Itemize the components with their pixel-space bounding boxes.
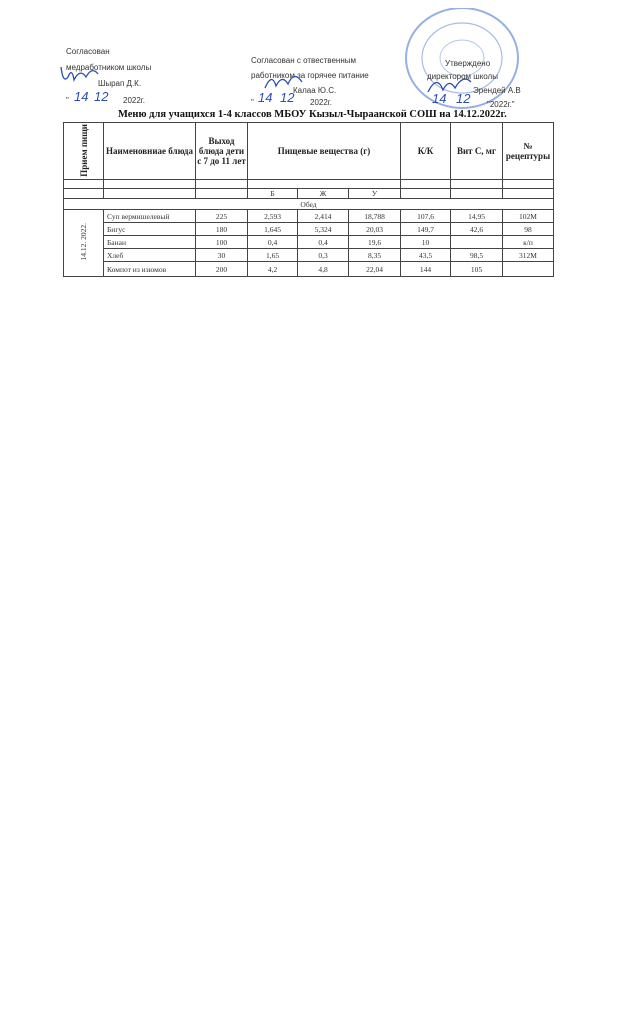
table-row: Компот из изюмов 200 4,2 4,8 22,04 144 105 [64, 261, 554, 277]
cell-out: 180 [195, 222, 248, 236]
signature-left [60, 66, 99, 83]
cell-vitc: 14,95 [450, 209, 503, 223]
cell-u: 22,04 [348, 261, 401, 277]
approval-middle-quote: " [251, 98, 254, 107]
cell-out: 200 [195, 261, 248, 277]
nutrients-row: Б Ж У [63, 188, 554, 199]
cell-kk: 149,7 [400, 222, 451, 236]
approval-right-line1: Утверждено [445, 59, 491, 68]
table-row: Банан 100 0,4 0,4 19,6 10 к/п [64, 235, 554, 249]
cell-out: 30 [195, 248, 248, 262]
spacer-row [63, 179, 554, 189]
menu-title: Меню для учащихся 1-4 классов МБОУ Кызыл… [118, 109, 507, 120]
header-vitc: Вит С, мг [450, 122, 503, 180]
cell-rec: 312М [502, 248, 554, 262]
approval-left-name: Шырап Д.К. [98, 79, 142, 88]
cell-b: 1,65 [247, 248, 298, 262]
approval-right-name: Эрендей А.В [473, 86, 521, 95]
cell-out: 225 [195, 209, 248, 223]
approval-left-day: 14 [74, 89, 89, 104]
cell-zh: 4,8 [297, 261, 349, 277]
signature-middle [264, 75, 303, 89]
cell-vitc: 105 [450, 261, 503, 277]
section-label: Обед [63, 198, 554, 210]
header-kk: К/К [400, 122, 451, 180]
cell-u: 8,35 [348, 248, 401, 262]
cell-b: 0,4 [247, 235, 298, 249]
approval-left-month: 12 [94, 89, 109, 104]
table-row: Бигус 180 1,645 5,324 20,03 149,7 42,6 98 [64, 222, 554, 236]
nutrient-u: У [348, 188, 401, 199]
nutrient-b: Б [247, 188, 298, 199]
approval-right-day: 14 [432, 91, 447, 106]
cell-b: 4,2 [247, 261, 298, 277]
nutrient-zh: Ж [297, 188, 349, 199]
approval-left-line2: медработником школы [66, 63, 152, 72]
cell-b: 2,593 [247, 209, 298, 223]
cell-u: 19,6 [348, 235, 401, 249]
cell-kk: 107,6 [400, 209, 451, 223]
approval-middle-day: 14 [258, 90, 273, 105]
approval-left-year: 2022г. [123, 96, 145, 105]
cell-rec: 98 [502, 222, 554, 236]
cell-zh: 5,324 [297, 222, 349, 236]
cell-name: Банан [103, 235, 196, 249]
approval-middle-line2: работником за горячее питание [251, 71, 369, 80]
menu-table: Прием пищи Наименовниае блюда Выход блюд… [63, 122, 554, 277]
approval-left-quote: " [66, 96, 69, 105]
header-output: Выход блюда дети с 7 до 11 лет [195, 122, 248, 180]
cell-zh: 0,4 [297, 235, 349, 249]
date-cell: 14.12. 2022. [63, 209, 104, 277]
approval-middle-line1: Согласован с отвественным [251, 56, 357, 65]
cell-kk: 43,5 [400, 248, 451, 262]
section-row: Обед [63, 198, 554, 210]
cell-u: 20,03 [348, 222, 401, 236]
cell-name: Хлеб [103, 248, 196, 262]
header-meal: Прием пищи [63, 122, 104, 180]
cell-vitc [450, 235, 503, 249]
cell-zh: 2,414 [297, 209, 349, 223]
header-dish: Наименовниае блюда [103, 122, 196, 180]
cell-zh: 0,3 [297, 248, 349, 262]
cell-rec [502, 261, 554, 277]
school-stamp [405, 8, 519, 109]
cell-vitc: 98,5 [450, 248, 503, 262]
approval-right-year: "2022г." [487, 100, 515, 109]
cell-vitc: 42,6 [450, 222, 503, 236]
header-recipe: № рецептуры [502, 122, 554, 180]
approval-right-month: 12 [456, 91, 471, 106]
header-row: Прием пищи Наименовниае блюда Выход блюд… [63, 122, 554, 180]
table-row: 14.12. 2022. Суп вермишелевый 225 2,593 2,41… [63, 209, 554, 277]
cell-out: 100 [195, 235, 248, 249]
cell-b: 1,645 [247, 222, 298, 236]
approval-right-line2: директором школы [427, 72, 498, 81]
table-row: Хлеб 30 1,65 0,3 8,35 43,5 98,5 312М [64, 248, 554, 262]
cell-u: 18,788 [348, 209, 401, 223]
approval-left-line1: Согласован [66, 47, 110, 56]
cell-rec: 102М [502, 209, 554, 223]
header-nutrients: Пищевые вещества (г) [247, 122, 401, 180]
approval-middle-month: 12 [280, 90, 295, 105]
approval-middle-year: 2022г. [310, 98, 332, 107]
signature-right [427, 78, 472, 93]
cell-kk: 144 [400, 261, 451, 277]
cell-rec: к/п [502, 235, 554, 249]
approval-middle-name: Калаа Ю.С. [293, 86, 337, 95]
cell-kk: 10 [400, 235, 451, 249]
cell-name: Бигус [103, 222, 196, 236]
cell-name: Компот из изюмов [103, 261, 196, 277]
cell-name: Суп вермишелевый [103, 209, 196, 223]
